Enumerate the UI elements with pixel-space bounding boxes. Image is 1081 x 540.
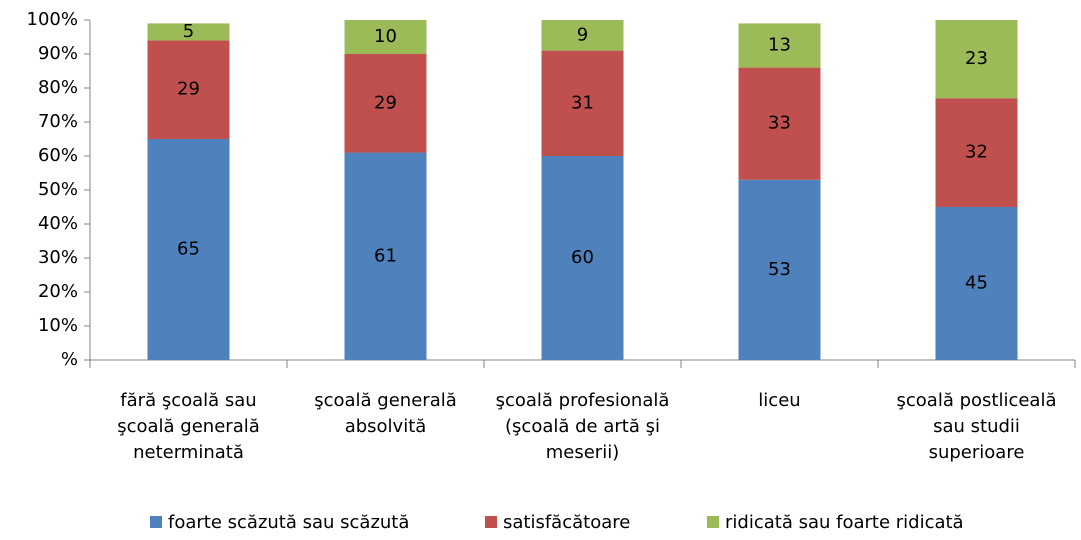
bar-segment <box>738 23 821 68</box>
data-label: 31 <box>571 92 594 113</box>
data-label: 53 <box>768 259 791 280</box>
x-tick-label: fără şcoală sau şcoală generală netermin… <box>117 390 260 463</box>
y-tick-label: 10% <box>38 315 78 336</box>
legend-label: satisfăcătoare <box>503 512 630 533</box>
bar-segment <box>541 156 624 360</box>
bar-segment <box>935 20 1018 99</box>
y-tick-label: 90% <box>38 43 78 64</box>
data-label: 61 <box>374 245 397 266</box>
y-tick-label: 70% <box>38 111 78 132</box>
y-tick-label: 30% <box>38 247 78 268</box>
legend-swatch <box>150 516 162 528</box>
y-tick-label: 100% <box>27 9 78 30</box>
y-tick-label: 20% <box>38 281 78 302</box>
data-label: 29 <box>374 92 397 113</box>
bar-segment <box>738 179 821 360</box>
y-tick-label: 80% <box>38 77 78 98</box>
data-label: 9 <box>577 24 588 45</box>
y-tick-label: 50% <box>38 179 78 200</box>
bar-segment <box>935 207 1018 360</box>
bar-segment <box>344 20 427 54</box>
y-tick-label: 60% <box>38 145 78 166</box>
bar-segment <box>935 98 1018 207</box>
legend-label: ridicată sau foarte ridicată <box>725 512 964 533</box>
y-tick-label: % <box>61 349 78 370</box>
bar-segment <box>738 67 821 180</box>
data-label: 60 <box>571 247 594 268</box>
data-label: 32 <box>965 142 988 163</box>
data-label: 45 <box>965 273 988 294</box>
bar-segment <box>147 23 230 41</box>
bar-segment <box>541 50 624 156</box>
data-label: 23 <box>965 48 988 69</box>
x-tick-label: şcoală postliceală sau studii superioare <box>896 390 1057 463</box>
data-label: 5 <box>183 21 194 42</box>
legend-swatch <box>707 516 719 528</box>
x-tick-label: şcoală generală absolvită <box>314 390 457 437</box>
data-label: 65 <box>177 239 200 260</box>
data-label: 29 <box>177 79 200 100</box>
y-tick-label: 40% <box>38 213 78 234</box>
data-label: 33 <box>768 113 791 134</box>
legend-label: foarte scăzută sau scăzută <box>168 512 409 533</box>
x-tick-label: liceu <box>758 390 801 411</box>
bar-segment <box>147 40 230 139</box>
bar-segment <box>541 20 624 51</box>
bar-segment <box>147 139 230 360</box>
bar-segment <box>344 152 427 360</box>
bar-segment <box>344 54 427 153</box>
data-label: 10 <box>374 26 397 47</box>
data-label: 13 <box>768 35 791 56</box>
legend-swatch <box>485 516 497 528</box>
x-tick-label: şcoală profesională (şcoală de artă şi m… <box>495 390 670 463</box>
